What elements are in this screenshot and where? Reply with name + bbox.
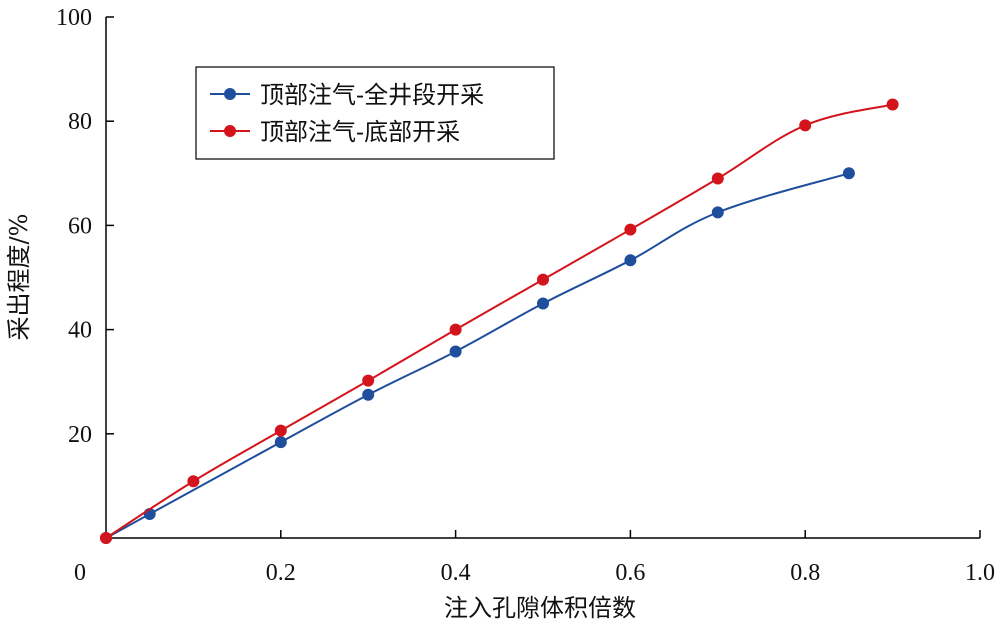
- data-point: [799, 119, 812, 132]
- x-tick-label: 0.8: [790, 560, 820, 586]
- data-point: [274, 436, 287, 449]
- data-point: [449, 345, 462, 358]
- x-axis-title: 注入孔隙体积倍数: [444, 594, 636, 622]
- x-tick-label: 0.6: [615, 560, 645, 586]
- legend-marker-1: [224, 125, 236, 137]
- x-tick-label: 1.0: [965, 560, 995, 586]
- x-origin-label: 0: [74, 560, 86, 586]
- series-line-1: [105, 103, 893, 539]
- data-point: [537, 273, 549, 286]
- series-0: [100, 167, 855, 544]
- legend-label-1: 顶部注气-底部开采: [260, 118, 460, 146]
- axes: 0.2 0.4 0.6 0.8 1.0 20 40 60 80 100: [56, 5, 995, 586]
- y-ticks: 20 40 60 80 100: [56, 5, 114, 448]
- series-layer: [100, 98, 899, 544]
- data-point: [449, 323, 462, 336]
- y-tick-label: 20: [68, 422, 92, 448]
- legend-marker-0: [224, 88, 236, 100]
- x-ticks: 0.2 0.4 0.6 0.8 1.0: [266, 530, 995, 586]
- data-point: [362, 374, 375, 387]
- data-point: [187, 475, 200, 488]
- y-tick-label: 60: [68, 213, 92, 239]
- data-point: [711, 172, 724, 185]
- data-point: [624, 254, 637, 267]
- data-point: [624, 223, 637, 236]
- data-point: [711, 206, 724, 219]
- data-point: [842, 167, 855, 180]
- x-tick-label: 0.4: [441, 560, 471, 586]
- y-tick-label: 80: [68, 109, 92, 135]
- legend-box: [195, 66, 555, 160]
- data-point: [100, 532, 112, 544]
- y-axis-title: 采出程度/%: [5, 214, 33, 341]
- series-line-0: [105, 172, 850, 539]
- data-point: [537, 297, 549, 310]
- legend: 顶部注气-全井段开采 顶部注气-底部开采: [195, 66, 555, 160]
- x-tick-label: 0.2: [266, 560, 296, 586]
- data-point: [274, 424, 287, 437]
- y-tick-label: 100: [56, 5, 92, 31]
- legend-label-0: 顶部注气-全井段开采: [260, 81, 484, 109]
- y-tick-label: 40: [68, 318, 92, 344]
- data-point: [362, 388, 375, 401]
- series-1: [100, 98, 899, 544]
- data-point: [886, 98, 899, 111]
